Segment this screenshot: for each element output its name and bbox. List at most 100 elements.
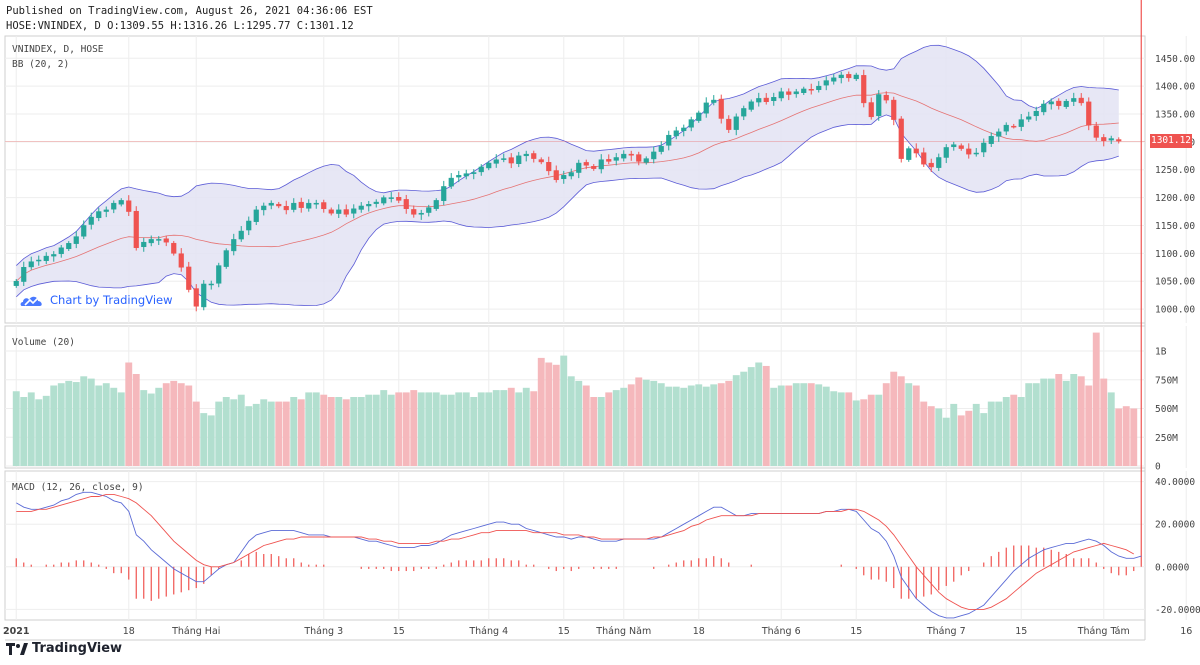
candle-body xyxy=(1003,124,1009,132)
time-axis-label: 15 xyxy=(558,626,570,637)
volume-bar xyxy=(290,397,298,466)
candle-body xyxy=(583,162,589,166)
candle-body xyxy=(1011,125,1017,128)
tradingview-watermark[interactable]: Chart by TradingView xyxy=(20,292,173,308)
volume-label: Volume (20) xyxy=(12,337,75,348)
volume-bar xyxy=(680,387,688,466)
volume-bar xyxy=(312,392,320,466)
candle-body xyxy=(1093,125,1099,138)
candle-body xyxy=(508,157,514,164)
volume-bar xyxy=(785,385,793,466)
volume-bar xyxy=(702,386,710,466)
volume-bar xyxy=(222,397,230,466)
candle-body xyxy=(966,148,972,155)
price-tick-label: 1250.00 xyxy=(1155,165,1195,176)
volume-bar xyxy=(867,394,875,466)
candle-body xyxy=(831,77,837,82)
price-tick-label: 1100.00 xyxy=(1155,249,1195,260)
volume-bar xyxy=(477,392,485,466)
candle-body xyxy=(501,158,507,160)
candle-body xyxy=(448,177,454,187)
quote-line: HOSE:VNINDEX, D O:1309.55 H:1316.26 L:12… xyxy=(6,20,354,32)
candle-body xyxy=(118,200,124,205)
time-axis-label: Tháng Tám xyxy=(1077,626,1130,637)
volume-bar xyxy=(432,392,440,466)
volume-bar xyxy=(387,394,395,466)
volume-bar xyxy=(927,406,935,466)
candle-body xyxy=(643,158,649,163)
candle-body xyxy=(988,136,994,144)
candle-body xyxy=(148,239,154,244)
price-tick-label: 1350.00 xyxy=(1155,110,1195,121)
volume-bar xyxy=(102,383,110,466)
candle-body xyxy=(66,243,72,250)
candle-body xyxy=(1041,103,1047,113)
candle-body xyxy=(298,201,304,208)
candle-body xyxy=(433,200,439,209)
candle-body xyxy=(471,172,477,174)
volume-tick-label: 0 xyxy=(1155,462,1161,473)
volume-bar xyxy=(830,391,838,466)
candle-body xyxy=(126,200,132,212)
candle-body xyxy=(801,88,807,93)
candle-body xyxy=(358,205,364,210)
volume-bar xyxy=(500,390,508,466)
candle-body xyxy=(253,209,259,222)
volume-bar xyxy=(35,399,43,466)
candle-body xyxy=(658,146,664,152)
volume-bar xyxy=(672,386,680,466)
volume-bar xyxy=(230,399,238,466)
volume-bar xyxy=(372,394,380,466)
candle-body xyxy=(921,152,927,165)
candle-body xyxy=(426,207,432,213)
candle-body xyxy=(868,102,874,118)
candle-body xyxy=(673,130,679,137)
time-axis-label: Tháng Năm xyxy=(595,626,651,637)
price-tick-label: 1450.00 xyxy=(1155,54,1195,65)
candle-body xyxy=(928,162,934,168)
volume-bar xyxy=(687,385,695,466)
volume-bar xyxy=(402,392,410,466)
candle-body xyxy=(36,259,42,262)
volume-bar xyxy=(27,392,35,466)
volume-bar xyxy=(417,392,425,466)
volume-bar xyxy=(410,390,418,466)
signal-line xyxy=(16,493,1135,610)
price-tick-label: 1050.00 xyxy=(1155,277,1195,288)
footer-logo-text: TradingView xyxy=(32,641,123,656)
time-axis-label: 18 xyxy=(123,626,135,637)
volume-bar xyxy=(657,383,665,466)
candle-body xyxy=(373,201,379,204)
candle-body xyxy=(861,75,867,104)
volume-bar xyxy=(110,387,118,466)
candle-body xyxy=(88,216,94,225)
volume-bar xyxy=(95,385,103,466)
volume-bar xyxy=(642,379,650,466)
candle-body xyxy=(306,202,312,209)
candle-body xyxy=(763,97,769,103)
volume-bar xyxy=(357,397,365,466)
candle-body xyxy=(493,159,499,164)
candle-body xyxy=(936,157,942,168)
volume-bar xyxy=(987,401,995,466)
candle-body xyxy=(561,175,567,180)
volume-bar xyxy=(1002,397,1010,466)
symbol-label: VNINDEX, D, HOSE xyxy=(12,44,104,55)
volume-bar xyxy=(305,392,313,466)
price-tick-label: 1000.00 xyxy=(1155,305,1195,316)
candle-body xyxy=(73,236,79,244)
volume-bar xyxy=(845,392,853,466)
volume-bar xyxy=(815,384,823,466)
volume-bar xyxy=(192,401,200,466)
candle-body xyxy=(96,211,102,219)
candle-body xyxy=(606,159,612,162)
volume-bar xyxy=(800,383,808,466)
volume-bar xyxy=(1070,374,1078,466)
volume-bar xyxy=(1092,332,1100,466)
volume-bar xyxy=(42,395,50,466)
volume-bar xyxy=(822,386,830,466)
volume-bar xyxy=(485,392,493,466)
footer-logo[interactable]: TradingView xyxy=(6,641,122,656)
time-axis-label: 18 xyxy=(693,626,705,637)
